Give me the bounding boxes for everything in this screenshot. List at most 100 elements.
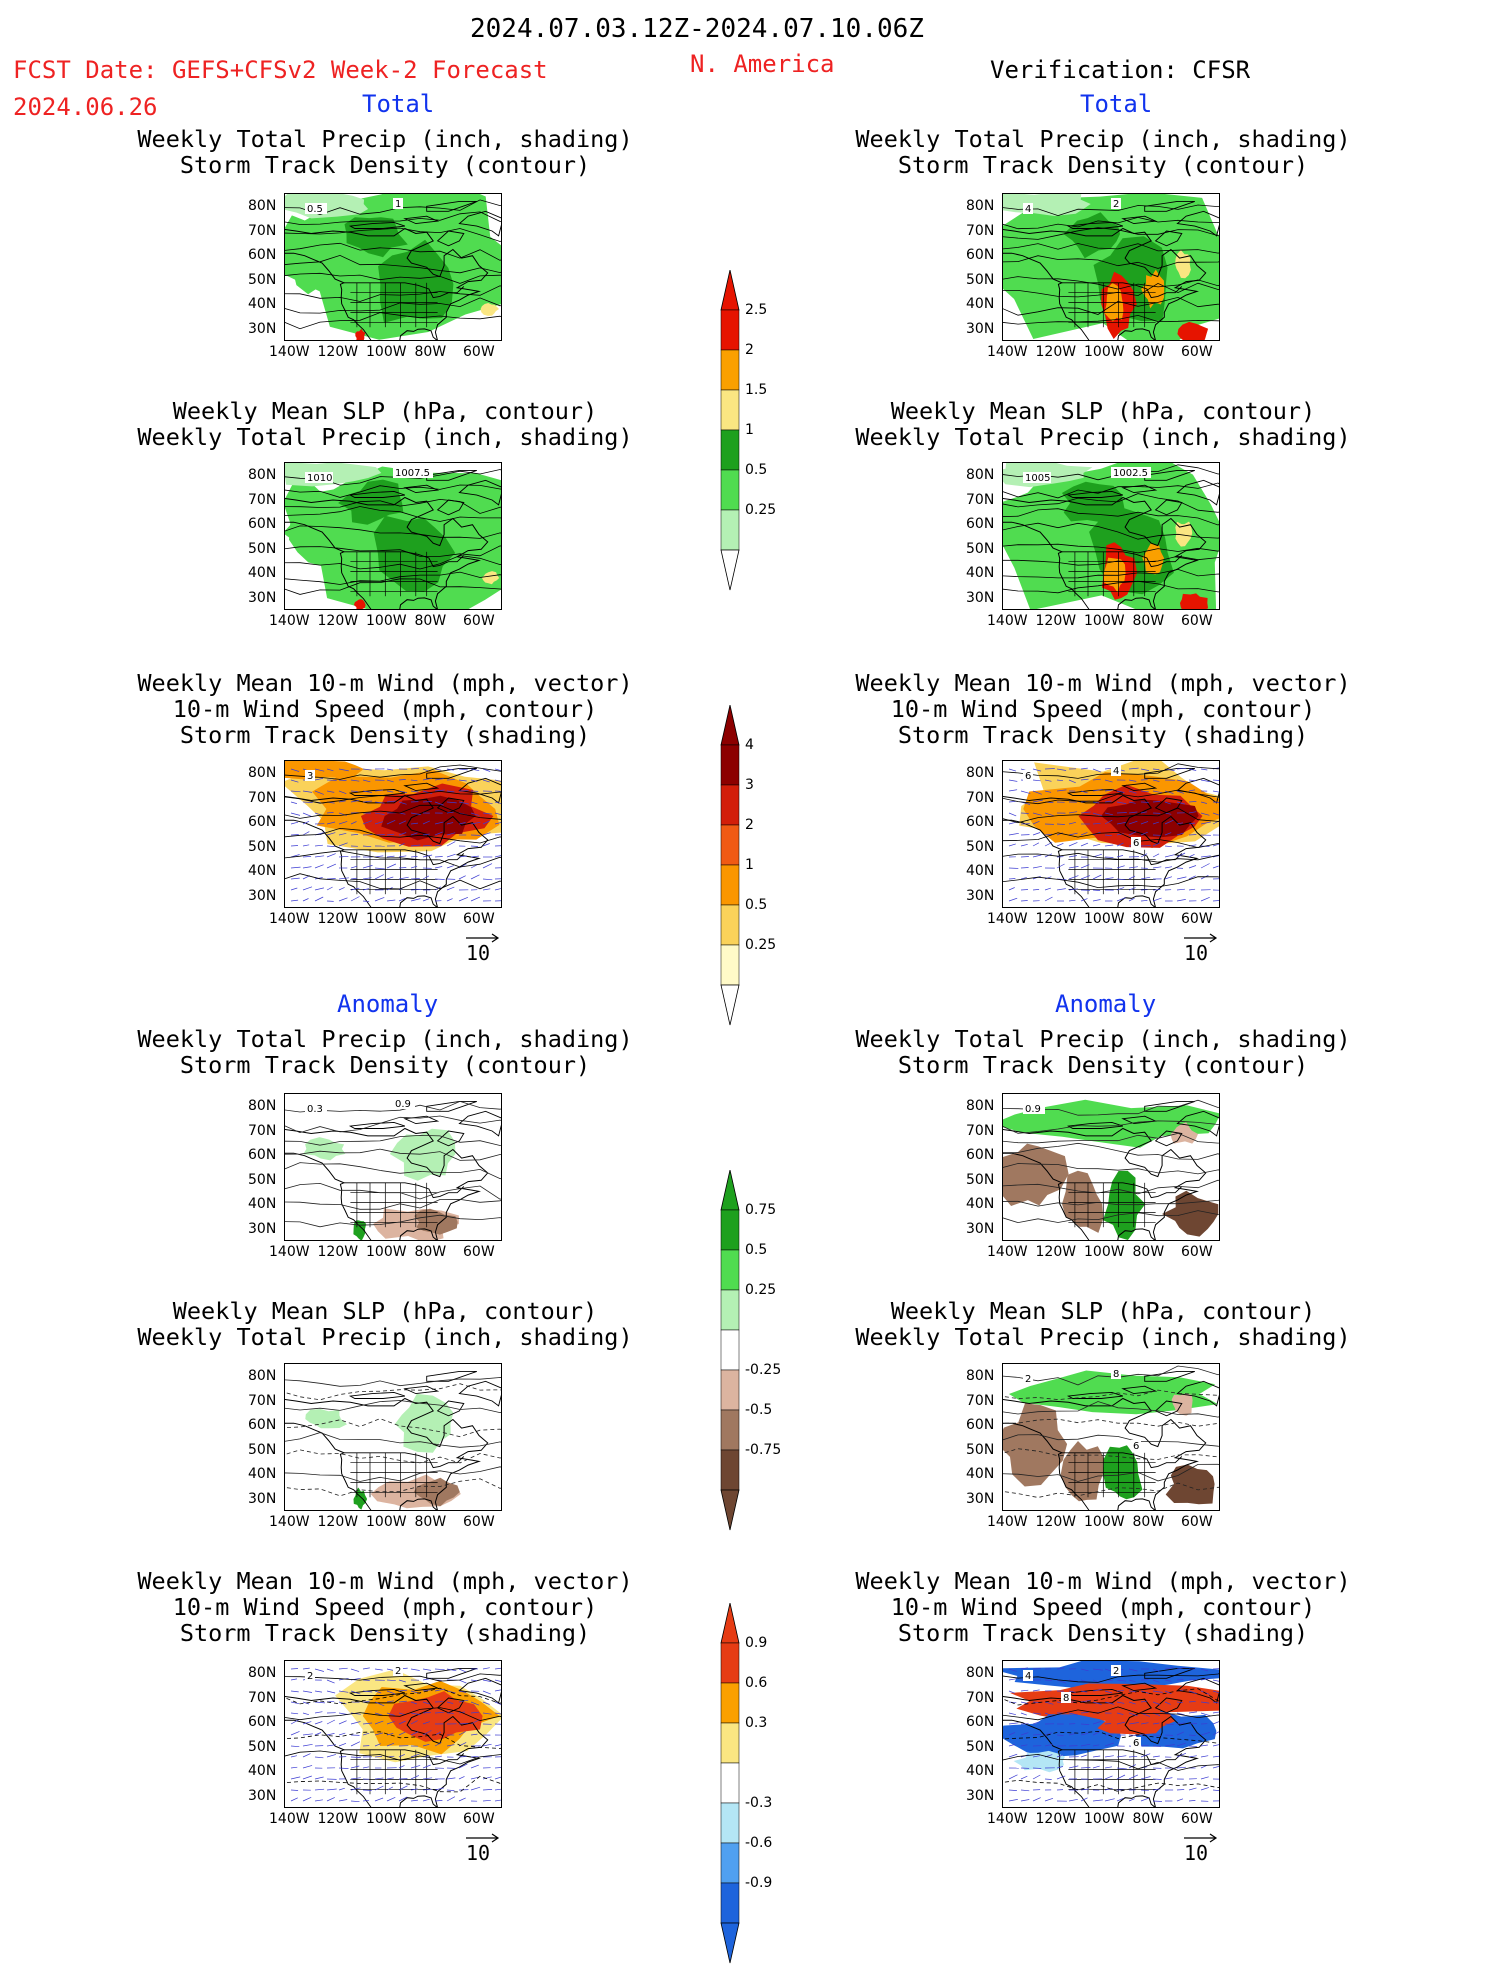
lat-tick-label: 80N — [966, 199, 994, 213]
vector-reference-value: 10 — [466, 1843, 490, 1863]
region-label: N. America — [690, 52, 835, 76]
panel-title-line: Storm Track Density (contour) — [843, 154, 1363, 178]
wind-vector — [291, 1669, 298, 1670]
lat-tick-label: 40N — [248, 297, 276, 311]
contour-label: 4 — [1113, 766, 1119, 777]
lat-tick-label: 70N — [966, 1124, 994, 1138]
wind-vector — [471, 846, 478, 847]
contour-label: 6 — [1133, 1441, 1139, 1452]
lon-tick-label: 120W — [318, 1245, 359, 1259]
lon-tick-label: 100W — [366, 345, 407, 359]
contour-label: 1005 — [1025, 473, 1050, 484]
lat-tick-label: 70N — [966, 1691, 994, 1705]
lat-tick-label: 80N — [248, 199, 276, 213]
contour-label: 2 — [1113, 199, 1119, 210]
contour-label: 0.9 — [395, 1099, 411, 1110]
lon-tick-label: 80W — [1133, 345, 1165, 359]
lon-tick-label: 140W — [987, 1812, 1028, 1826]
lat-tick-label: 80N — [248, 766, 276, 780]
lat-tick-label: 70N — [966, 791, 994, 805]
wind-vector — [1021, 868, 1029, 869]
wind-vector — [363, 1702, 370, 1703]
lat-tick-label: 30N — [966, 1492, 994, 1506]
contour-label: 8 — [1113, 1369, 1119, 1380]
contour-label: 6 — [1025, 771, 1031, 782]
colorbar-label: 0.5 — [745, 898, 767, 912]
wind-vector — [291, 846, 298, 847]
colorbar-top-triangle — [721, 705, 739, 745]
colorbar-label: -0.3 — [745, 1796, 772, 1810]
panel-title-line: Weekly Total Precip (inch, shading) — [843, 128, 1363, 152]
colorbar-label: 4 — [745, 738, 754, 752]
colorbar-label: 0.5 — [745, 1243, 767, 1257]
colorbar-segment — [721, 1450, 739, 1490]
colorbar-label: -0.6 — [745, 1836, 772, 1850]
lon-tick-label: 140W — [987, 1245, 1028, 1259]
lat-tick-label: 60N — [248, 248, 276, 262]
map-canvas: 2 8 6 — [1003, 1364, 1220, 1511]
panel-title-line: Weekly Mean SLP (hPa, contour) — [843, 400, 1363, 424]
contour-label: 0.3 — [307, 1104, 323, 1115]
wind-vector — [1021, 857, 1029, 858]
lon-tick-label: 140W — [269, 912, 310, 926]
colorbar-label: -0.9 — [745, 1876, 772, 1890]
colorbar-top-triangle — [721, 270, 739, 310]
wind-vector — [459, 1757, 466, 1758]
lon-tick-label: 120W — [1036, 614, 1077, 628]
lon-tick-label: 100W — [366, 912, 407, 926]
contour-label: 2 — [1025, 1374, 1031, 1385]
lon-tick-label: 60W — [463, 614, 495, 628]
colorbar-label: 0.25 — [745, 938, 776, 952]
lat-tick-label: 30N — [966, 1789, 994, 1803]
contour-label: 4 — [1025, 204, 1031, 215]
lat-tick-label: 80N — [966, 766, 994, 780]
panel-title-line: Weekly Mean 10-m Wind (mph, vector) — [125, 672, 645, 696]
lon-tick-label: 80W — [415, 912, 447, 926]
lat-tick-label: 80N — [248, 468, 276, 482]
lat-tick-label: 50N — [966, 840, 994, 854]
lon-tick-label: 120W — [318, 614, 359, 628]
lon-tick-label: 60W — [463, 1812, 495, 1826]
colorbar-label: 0.75 — [745, 1203, 776, 1217]
colorbar-bottom-triangle — [721, 985, 739, 1025]
lat-tick-label: 60N — [966, 248, 994, 262]
lat-tick-label: 50N — [248, 273, 276, 287]
colorbar-label: -0.25 — [745, 1363, 781, 1377]
lat-tick-label: 80N — [966, 1099, 994, 1113]
colorbar-canvas — [715, 705, 795, 1035]
lon-tick-label: 60W — [463, 1515, 495, 1529]
wind-vector — [399, 868, 406, 869]
lon-tick-label: 120W — [318, 345, 359, 359]
lon-tick-label: 140W — [269, 1245, 310, 1259]
lat-tick-label: 80N — [248, 1369, 276, 1383]
colorbar-segment — [721, 1723, 739, 1763]
lon-tick-label: 120W — [1036, 345, 1077, 359]
lat-tick-label: 60N — [966, 815, 994, 829]
lon-tick-label: 140W — [987, 1515, 1028, 1529]
lat-tick-label: 70N — [248, 224, 276, 238]
panel-title-line: Weekly Total Precip (inch, shading) — [843, 426, 1363, 450]
panel-title-line: 10-m Wind Speed (mph, contour) — [125, 1596, 645, 1620]
wind-vector — [1189, 835, 1196, 836]
colorbar-segment — [721, 1683, 739, 1723]
fcst-date-label: FCST Date: GEFS+CFSv2 Week-2 Forecast — [13, 58, 548, 82]
colorbar-segment — [721, 470, 739, 510]
fcst-date: 2024.06.26 — [13, 95, 158, 119]
lat-tick-label: 30N — [248, 889, 276, 903]
lon-tick-label: 60W — [1181, 912, 1213, 926]
colorbar-segment — [721, 310, 739, 350]
colorbar-segment — [721, 1803, 739, 1843]
lat-tick-label: 50N — [966, 1173, 994, 1187]
wind-vector — [1177, 1680, 1183, 1681]
lon-tick-label: 120W — [1036, 912, 1077, 926]
wind-vector — [1045, 769, 1055, 770]
lat-tick-label: 30N — [248, 322, 276, 336]
lon-tick-label: 140W — [269, 614, 310, 628]
colorbar-segment — [721, 430, 739, 470]
lat-tick-label: 40N — [966, 566, 994, 580]
lat-tick-label: 70N — [248, 1394, 276, 1408]
